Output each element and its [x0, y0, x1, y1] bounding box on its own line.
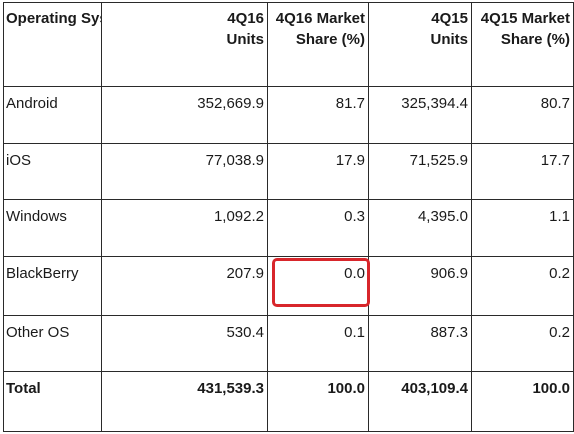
cell-4q16-share: 0.3: [267, 199, 369, 257]
cell-4q15-units: 887.3: [368, 314, 472, 373]
cell-4q15-share: 80.7: [471, 86, 574, 144]
row-label-total: Total: [3, 371, 102, 432]
row-label-android: Android: [3, 86, 102, 144]
table-row-other-os: Other OS 530.4 0.1 887.3 0.2: [3, 314, 574, 373]
column-header-4q15-market-share: 4Q15 Market Share (%): [471, 2, 574, 87]
table-row-android: Android 352,669.9 81.7 325,394.4 80.7: [3, 86, 574, 144]
cell-4q16-units: 530.4: [101, 314, 268, 373]
table-row-ios: iOS 77,038.9 17.9 71,525.9 17.7: [3, 142, 574, 201]
cell-4q16-share: 0.1: [267, 314, 369, 373]
cell-4q15-share: 0.2: [471, 255, 574, 316]
cell-4q16-share: 81.7: [267, 86, 369, 144]
column-header-4q15-units: 4Q15 Units: [368, 2, 472, 87]
cell-4q15-units: 325,394.4: [368, 86, 472, 144]
cell-4q16-units: 1,092.2: [101, 199, 268, 257]
cell-4q16-share: 17.9: [267, 142, 369, 201]
table-row-total: Total 431,539.3 100.0 403,109.4 100.0: [3, 371, 574, 432]
cell-4q15-share: 17.7: [471, 142, 574, 201]
row-label-ios: iOS: [3, 142, 102, 201]
cell-4q15-units: 4,395.0: [368, 199, 472, 257]
table-row-windows: Windows 1,092.2 0.3 4,395.0 1.1: [3, 199, 574, 257]
cell-4q16-share-highlighted: 0.0: [267, 255, 369, 316]
table-row-blackberry: BlackBerry 207.9 0.0 906.9 0.2: [3, 255, 574, 316]
cell-4q15-units: 71,525.9: [368, 142, 472, 201]
cell-4q15-units-total: 403,109.4: [368, 371, 472, 432]
column-header-operating-system: Operating System: [3, 2, 102, 87]
cell-4q16-units: 77,038.9: [101, 142, 268, 201]
cell-4q16-units-total: 431,539.3: [101, 371, 268, 432]
cell-4q16-units: 352,669.9: [101, 86, 268, 144]
row-label-blackberry: BlackBerry: [3, 255, 102, 316]
row-label-windows: Windows: [3, 199, 102, 257]
cell-4q15-share-total: 100.0: [471, 371, 574, 432]
row-label-other-os: Other OS: [3, 314, 102, 373]
cell-4q15-share: 1.1: [471, 199, 574, 257]
cell-4q16-share-total: 100.0: [267, 371, 369, 432]
cell-4q15-units: 906.9: [368, 255, 472, 316]
column-header-4q16-market-share: 4Q16 Market Share (%): [267, 2, 369, 87]
cell-4q16-units: 207.9: [101, 255, 268, 316]
column-header-4q16-units: 4Q16 Units: [101, 2, 268, 87]
cell-4q15-share: 0.2: [471, 314, 574, 373]
